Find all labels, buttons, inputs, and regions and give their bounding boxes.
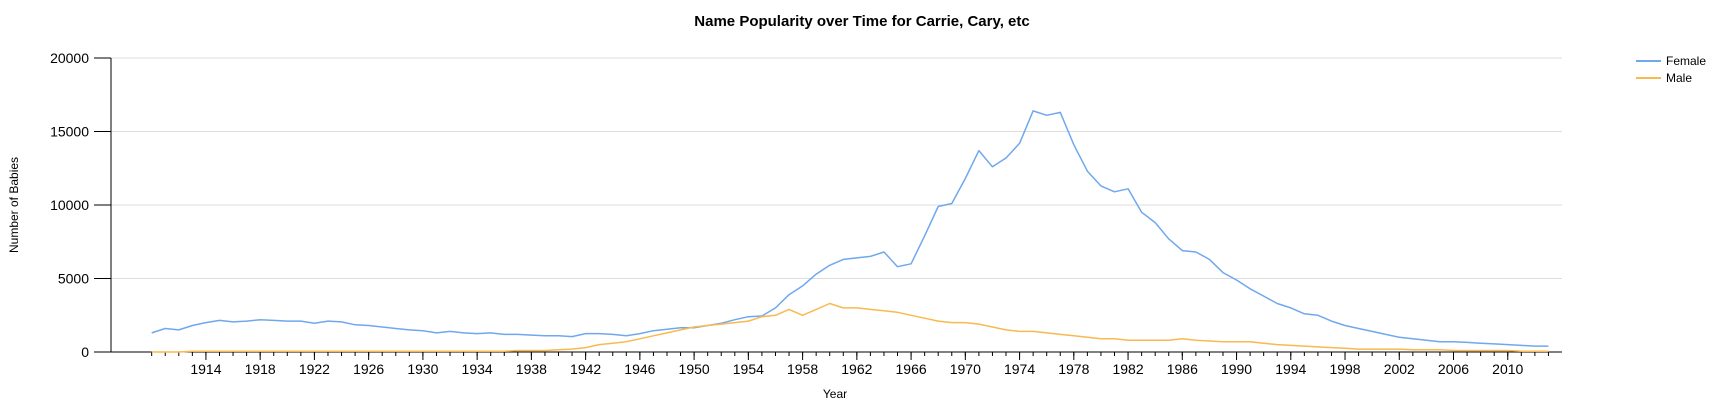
y-axis-ticks: 0 5000 10000 15000 20000 <box>50 50 111 360</box>
x-tick-label: 1970 <box>950 361 981 377</box>
x-tick-label: 1946 <box>624 361 655 377</box>
x-tick-label: 2010 <box>1492 361 1523 377</box>
x-tick-label: 1938 <box>516 361 547 377</box>
x-tick-label: 1922 <box>299 361 330 377</box>
y-axis-label: Number of Babies <box>7 157 21 253</box>
gridlines <box>111 57 1562 279</box>
x-tick-label: 1978 <box>1058 361 1089 377</box>
y-tick-label: 0 <box>81 344 89 360</box>
x-tick-label: 1950 <box>679 361 710 377</box>
series-line-male <box>151 302 1549 353</box>
x-tick-label: 1966 <box>896 361 927 377</box>
x-tick-label: 1974 <box>1004 361 1035 377</box>
x-axis-ticks: 1914 1918 1922 1926 1930 1934 1938 1942 1946 1950… <box>151 352 1549 377</box>
x-tick-label: 1918 <box>245 361 276 377</box>
x-tick-label: 1954 <box>733 361 764 377</box>
x-tick-label: 2006 <box>1438 361 1469 377</box>
x-tick-label: 1926 <box>353 361 384 377</box>
x-tick-label: 1914 <box>190 361 221 377</box>
y-tick-label: 10000 <box>50 197 89 213</box>
series-lines <box>151 110 1549 353</box>
chart-title: Name Popularity over Time for Carrie, Ca… <box>694 13 1029 30</box>
legend-label-male: Male <box>1666 71 1692 85</box>
x-tick-label: 1982 <box>1112 361 1143 377</box>
x-tick-label: 1998 <box>1329 361 1360 377</box>
y-tick-label: 5000 <box>58 271 89 287</box>
series-line-female <box>151 110 1549 347</box>
x-tick-label: 1958 <box>787 361 818 377</box>
legend-label-female: Female <box>1666 54 1706 68</box>
y-tick-label: 15000 <box>50 124 89 140</box>
y-tick-label: 20000 <box>50 50 89 66</box>
x-tick-label: 1994 <box>1275 361 1306 377</box>
x-tick-label: 1986 <box>1167 361 1198 377</box>
x-tick-label: 1942 <box>570 361 601 377</box>
x-axis-label: Year <box>823 387 847 401</box>
x-tick-label: 1930 <box>407 361 438 377</box>
x-tick-label: 1990 <box>1221 361 1252 377</box>
legend: Female Male <box>1636 54 1706 85</box>
x-tick-label: 1934 <box>462 361 493 377</box>
x-tick-label: 1962 <box>841 361 872 377</box>
x-tick-label: 2002 <box>1384 361 1415 377</box>
